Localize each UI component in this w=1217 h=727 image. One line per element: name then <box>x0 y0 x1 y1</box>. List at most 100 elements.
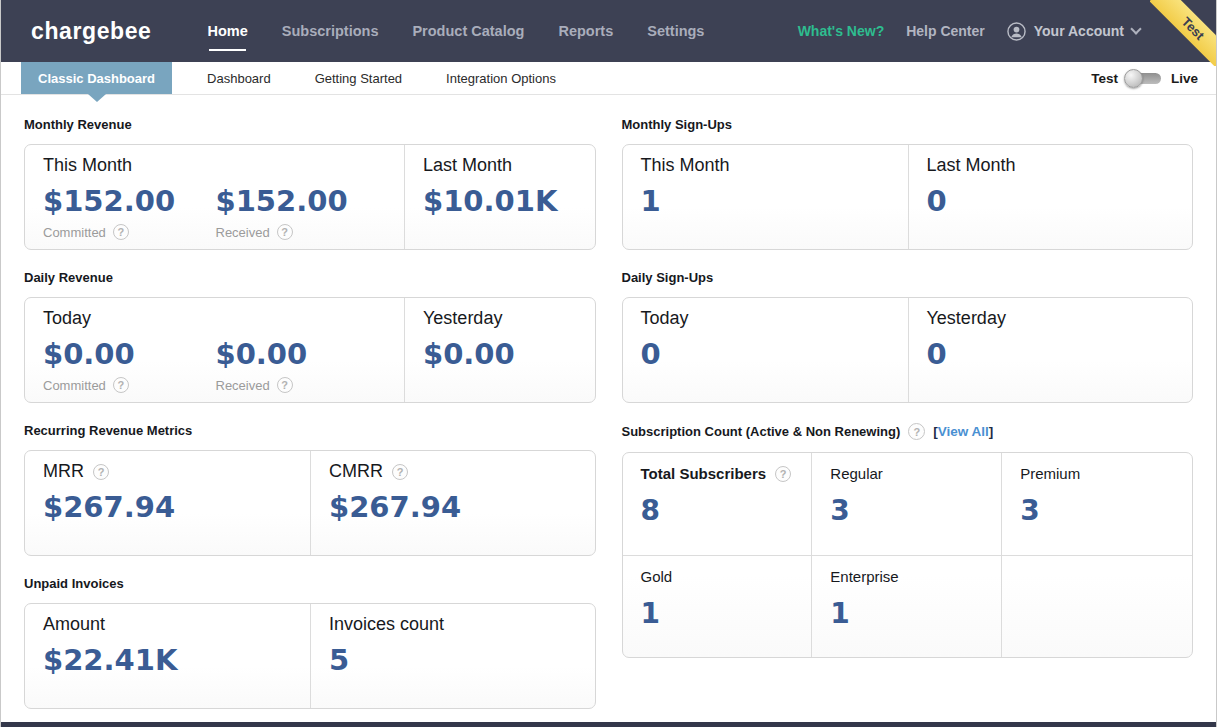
top-navbar: chargebee Home Subscriptions Product Cat… <box>1 0 1216 62</box>
help-icon[interactable]: ? <box>277 224 293 240</box>
regular-value: 3 <box>830 496 987 525</box>
received-value: $152.00 <box>216 186 389 216</box>
today-cell: Today $0.00 Committed ? $0.00 <box>25 298 405 402</box>
your-account-label: Your Account <box>1034 23 1124 39</box>
daily-revenue-card: Today $0.00 Committed ? $0.00 <box>24 297 596 403</box>
chargebee-logo[interactable]: chargebee <box>31 18 151 45</box>
received-value: $0.00 <box>216 339 389 369</box>
total-subscribers-cell: Total Subscribers ? 8 <box>623 453 813 556</box>
amount-value: $22.41K <box>43 645 294 675</box>
monthly-revenue-card: This Month $152.00 Committed ? $152.00 <box>24 144 596 250</box>
env-test-label: Test <box>1091 71 1118 86</box>
nav-item-settings[interactable]: Settings <box>647 17 704 45</box>
last-month-label: Last Month <box>927 155 1177 176</box>
test-live-toggle[interactable] <box>1128 73 1161 84</box>
today-value: 0 <box>641 339 892 369</box>
committed-group: $152.00 Committed ? <box>43 176 216 240</box>
last-month-value: 0 <box>927 186 1177 216</box>
today-cell: Today 0 <box>623 298 909 402</box>
yesterday-value: 0 <box>927 339 1177 369</box>
mrr-label: MRR <box>43 461 84 482</box>
help-icon[interactable]: ? <box>113 377 129 393</box>
premium-cell: Premium 3 <box>1002 453 1192 556</box>
chevron-down-icon <box>1130 23 1141 34</box>
help-icon[interactable]: ? <box>392 464 408 480</box>
monthly-signups-card: This Month 1 Last Month 0 <box>622 144 1194 250</box>
monthly-signups-heading: Monthly Sign-Ups <box>622 117 733 132</box>
yesterday-value: $0.00 <box>423 339 579 369</box>
daily-revenue-section: Daily Revenue Today $0.00 Committed ? <box>24 270 596 403</box>
main-nav: Home Subscriptions Product Catalog Repor… <box>207 17 704 45</box>
premium-label: Premium <box>1020 465 1178 482</box>
committed-group: $0.00 Committed ? <box>43 329 216 393</box>
left-column: Monthly Revenue This Month $152.00 Commi… <box>24 95 596 709</box>
total-subscribers-label: Total Subscribers <box>641 465 767 482</box>
cmrr-value: $267.94 <box>329 492 579 522</box>
whats-new-link[interactable]: What's New? <box>798 23 885 39</box>
invoices-count-cell: Invoices count 5 <box>311 604 595 708</box>
monthly-revenue-heading: Monthly Revenue <box>24 117 132 132</box>
view-all-label[interactable]: View All <box>938 424 989 439</box>
view-all-link[interactable]: [View All] <box>933 424 993 439</box>
monthly-revenue-section: Monthly Revenue This Month $152.00 Commi… <box>24 117 596 250</box>
tab-classic-dashboard[interactable]: Classic Dashboard <box>21 62 172 94</box>
help-icon[interactable]: ? <box>775 466 791 482</box>
regular-cell: Regular 3 <box>812 453 1002 556</box>
amount-cell: Amount $22.41K <box>25 604 311 708</box>
last-month-label: Last Month <box>423 155 579 176</box>
unpaid-invoices-heading: Unpaid Invoices <box>24 576 124 591</box>
committed-label: Committed <box>43 225 106 240</box>
right-column: Monthly Sign-Ups This Month 1 Last Month… <box>622 95 1194 709</box>
bracket-close: ] <box>989 424 994 439</box>
this-month-label: This Month <box>641 155 892 176</box>
monthly-signups-section: Monthly Sign-Ups This Month 1 Last Month… <box>622 117 1194 250</box>
nav-item-reports[interactable]: Reports <box>558 17 613 45</box>
today-label: Today <box>43 308 388 329</box>
enterprise-value: 1 <box>830 599 987 628</box>
help-icon[interactable]: ? <box>113 224 129 240</box>
mrr-value: $267.94 <box>43 492 294 522</box>
enterprise-cell: Enterprise 1 <box>812 556 1002 658</box>
help-icon[interactable]: ? <box>908 423 925 440</box>
dashboard-tabbar: Classic Dashboard Dashboard Getting Star… <box>1 62 1216 95</box>
gold-label: Gold <box>641 568 798 585</box>
nav-item-product-catalog[interactable]: Product Catalog <box>412 17 524 45</box>
empty-cell <box>1002 556 1192 658</box>
gold-value: 1 <box>641 599 798 628</box>
toggle-knob[interactable] <box>1124 69 1143 88</box>
gold-cell: Gold 1 <box>623 556 813 658</box>
nav-item-subscriptions[interactable]: Subscriptions <box>282 17 379 45</box>
help-center-link[interactable]: Help Center <box>906 23 985 39</box>
yesterday-label: Yesterday <box>927 308 1177 329</box>
committed-label: Committed <box>43 378 106 393</box>
subscription-count-heading: Subscription Count (Active & Non Renewin… <box>622 424 901 439</box>
daily-signups-card: Today 0 Yesterday 0 <box>622 297 1194 403</box>
tab-integration-options[interactable]: Integration Options <box>429 62 573 94</box>
recurring-revenue-card: MRR ? $267.94 CMRR ? $267.94 <box>24 450 596 556</box>
tab-dashboard[interactable]: Dashboard <box>190 62 288 94</box>
test-ribbon-wrap: Test <box>1150 0 1216 66</box>
dashboard-content: Monthly Revenue This Month $152.00 Commi… <box>1 95 1216 709</box>
env-live-label: Live <box>1171 71 1198 86</box>
invoices-count-label: Invoices count <box>329 614 579 635</box>
regular-label: Regular <box>830 465 987 482</box>
recurring-revenue-heading: Recurring Revenue Metrics <box>24 423 192 438</box>
received-label: Received <box>216 378 270 393</box>
total-subscribers-value: 8 <box>641 496 798 525</box>
mrr-cell: MRR ? $267.94 <box>25 451 311 555</box>
this-month-cell: This Month 1 <box>623 145 909 249</box>
tab-getting-started[interactable]: Getting Started <box>298 62 419 94</box>
your-account-menu[interactable]: Your Account <box>1007 22 1140 41</box>
amount-label: Amount <box>43 614 294 635</box>
yesterday-cell: Yesterday $0.00 <box>405 298 595 402</box>
yesterday-label: Yesterday <box>423 308 579 329</box>
cmrr-label: CMRR <box>329 461 383 482</box>
last-month-cell: Last Month 0 <box>909 145 1193 249</box>
subscription-count-section: Subscription Count (Active & Non Renewin… <box>622 423 1194 658</box>
help-icon[interactable]: ? <box>277 377 293 393</box>
user-avatar-icon <box>1007 22 1026 41</box>
unpaid-invoices-section: Unpaid Invoices Amount $22.41K Invoices … <box>24 576 596 709</box>
help-icon[interactable]: ? <box>93 464 109 480</box>
daily-revenue-heading: Daily Revenue <box>24 270 113 285</box>
nav-item-home[interactable]: Home <box>207 17 247 45</box>
